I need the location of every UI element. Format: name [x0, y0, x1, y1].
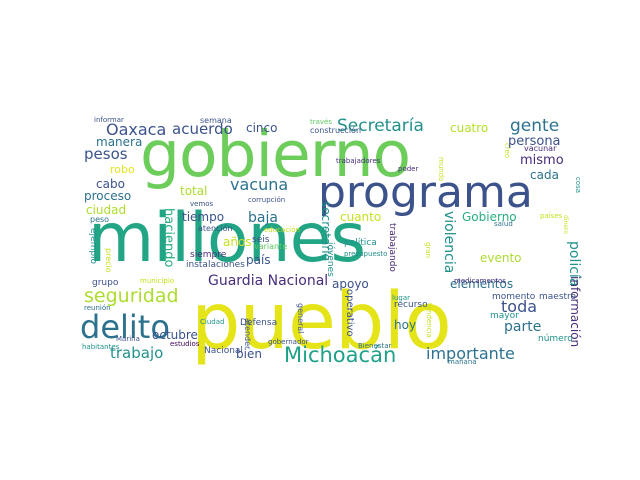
word-municipio: trabajadores [336, 157, 381, 165]
word-instalaciones: Defensa [240, 318, 278, 328]
word-haciendo: haciendo [161, 208, 176, 268]
word-reunion: semana [200, 116, 232, 125]
word-programa: programa [318, 167, 533, 218]
word-oaxaca: Oaxaca [106, 120, 167, 139]
word-numero: estudios [170, 340, 200, 348]
word-trabajadores: mundo [437, 157, 445, 182]
word-poder: corrupción [248, 196, 286, 204]
word-hoy: hoy [394, 318, 417, 332]
word-cada: cada [530, 168, 559, 182]
word-cosa: salud [494, 220, 513, 228]
word-persona: persona [508, 134, 561, 149]
word-cabo: cabo [96, 177, 125, 191]
word-bienestar: ejemplo [88, 228, 98, 265]
word-traves: países [540, 212, 563, 220]
word-gran: política [344, 238, 377, 248]
word-dinero: momento [492, 292, 536, 302]
word-importante: importante [426, 344, 515, 363]
word-anos: años [223, 235, 252, 249]
word-secretaria: Secretaría [337, 116, 424, 136]
word-octubre: octubre [152, 328, 198, 342]
word-manera: manera [96, 135, 143, 149]
word-violencia: violencia [441, 211, 457, 274]
word-educacion: gran [424, 242, 432, 259]
word-nacional: peso [90, 215, 110, 224]
word-marina: vemos [190, 200, 214, 208]
word-general: atención [198, 224, 233, 233]
word-maestro: mañana [448, 358, 477, 366]
word-grupo: través [310, 118, 333, 126]
word-presupuesto: general [296, 303, 305, 334]
word-variante: mayor [490, 311, 519, 321]
word-seguridad: seguridad [84, 285, 179, 307]
word-gobierno: gobierno [140, 118, 411, 191]
word-delito: delito [80, 308, 170, 346]
word-vacuna: vacuna [230, 175, 289, 194]
word-guardia-nacional: Guardia Nacional [208, 273, 329, 289]
word-tendencia: jóvenes [325, 242, 335, 277]
word-lugar: grupo [92, 278, 119, 288]
word-evento: evento [480, 251, 522, 265]
word-gente: gente [510, 116, 560, 136]
word-baja: baja [248, 210, 278, 226]
word-cuanto: cuanto [340, 210, 382, 224]
word-pais: país [246, 253, 271, 267]
word-acuerdo: acuerdo [172, 120, 233, 138]
word-tiempo: tiempo [182, 210, 225, 224]
word-trabajo: trabajo [110, 344, 164, 362]
word-defensa: Marina [116, 335, 140, 343]
word-elementos: elementos [450, 277, 514, 291]
word-operativo: operativo [344, 289, 355, 337]
word-bien: bien [236, 347, 262, 361]
word-cuatro: cuatro [450, 121, 489, 135]
word-cinco: cinco [246, 121, 278, 135]
word-vacunar: educación [264, 226, 300, 234]
word-apoyo: apoyo [332, 277, 369, 291]
word-total: total [180, 184, 208, 198]
word-vemos: poder [398, 165, 419, 173]
word-cloud-area: millones pueblo gobierno programa delito… [78, 115, 582, 367]
word-michoacan: Michoacán [284, 343, 397, 367]
word-creo: recurso [394, 300, 428, 310]
word-trabajando: trabajando [387, 223, 397, 272]
word-peso: construcción [310, 126, 362, 135]
word-proceso: proceso [84, 189, 132, 203]
word-medicamentos: dinero [562, 215, 569, 234]
word-ciudad-capital: habitantes [82, 343, 120, 351]
word-robo: robo [110, 163, 135, 176]
word-mayor: Nacional [204, 346, 243, 356]
word-atencion: Ciudad [200, 318, 225, 326]
word-ejemplo: variante [254, 242, 288, 251]
word-millones: millones [88, 199, 366, 278]
word-atender: instalaciones [186, 260, 245, 270]
word-pueblo: pueblo [191, 277, 452, 367]
word-salud: lugar [392, 294, 410, 302]
word-mundo: presupuesto [344, 250, 388, 258]
word-paises: medicamentos [454, 277, 506, 285]
word-jovenes: seis [252, 235, 270, 245]
word-pesos: pesos [84, 145, 128, 163]
word-precio: siempre [190, 250, 227, 260]
word-seis: maestro [539, 292, 577, 302]
word-toda: toda [501, 297, 538, 316]
word-informar: vacunar [524, 144, 557, 153]
word-siempre: número [538, 334, 573, 344]
word-parte: parte [504, 319, 542, 335]
word-recurso: gobernador [268, 338, 309, 346]
word-construccion: cosa [574, 177, 582, 194]
word-gobierno-capital: Gobierno [462, 210, 517, 224]
word-momento: Bienestar [358, 342, 392, 350]
word-estudios: municipio [140, 277, 175, 285]
word-mismo: mismo [520, 153, 564, 168]
word-habitantes: informar [94, 116, 124, 124]
word-semana: creo [503, 143, 511, 159]
word-ciudad: ciudad [86, 203, 127, 217]
word-gobernador: reunión [84, 304, 111, 312]
word-manana: precio [104, 248, 113, 273]
